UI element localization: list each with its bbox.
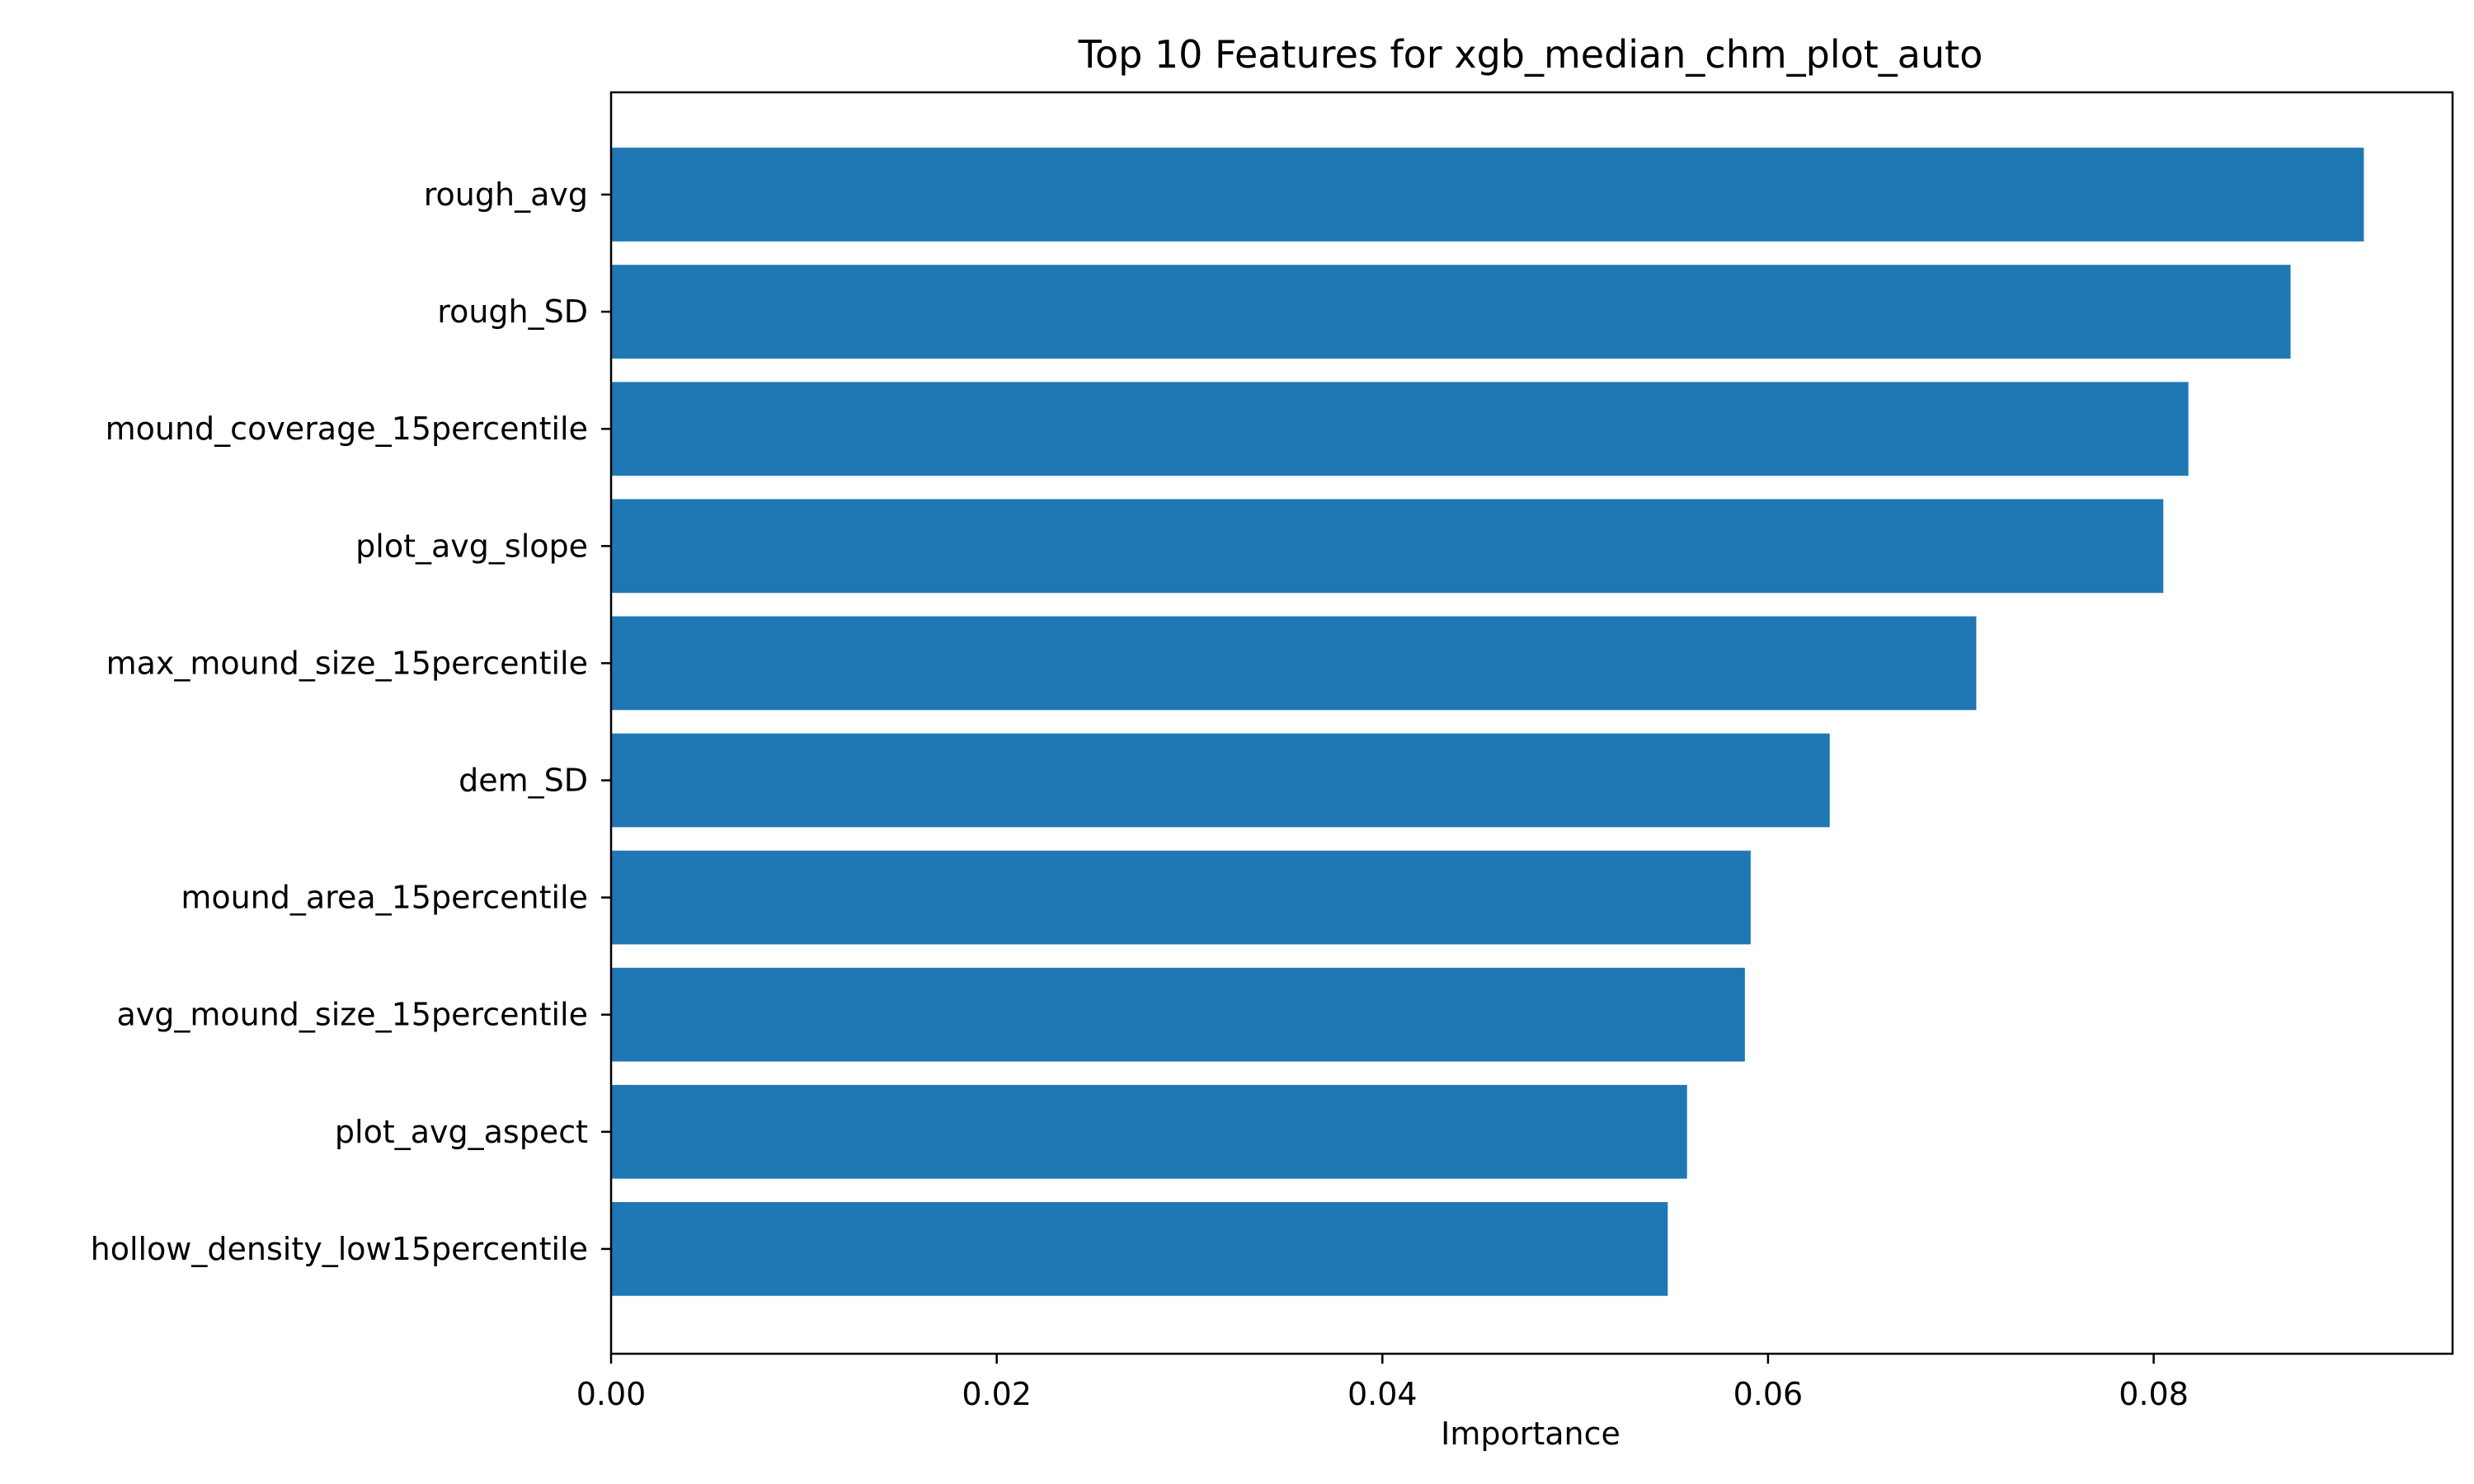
bars-group xyxy=(611,148,2364,1296)
plot-frame xyxy=(609,91,2454,1355)
x-axis-label: Importance xyxy=(1441,1416,1620,1452)
bar-avg_mound_size_15percentile xyxy=(611,967,1745,1062)
bar-rough_avg xyxy=(611,148,2364,242)
bar-mound_coverage_15percentile xyxy=(611,382,2189,477)
bar-rough_SD xyxy=(611,265,2291,359)
y-tick-label: mound_coverage_15percentile xyxy=(106,411,588,447)
y-tick-label: mound_area_15percentile xyxy=(181,880,588,916)
x-tick-label: 0.06 xyxy=(1733,1376,1804,1412)
y-axis-ticks: rough_avg rough_SD mound_coverage_15percen… xyxy=(91,176,611,1267)
x-tick-label: 0.00 xyxy=(576,1376,647,1412)
bar-plot_avg_slope xyxy=(611,499,2164,594)
y-tick-label: plot_avg_aspect xyxy=(335,1114,588,1150)
y-tick-label: hollow_density_low15percentile xyxy=(91,1231,588,1267)
y-tick-label: max_mound_size_15percentile xyxy=(106,645,588,681)
y-tick-label: rough_avg xyxy=(424,176,588,213)
bar-mound_area_15percentile xyxy=(611,850,1751,945)
x-tick-label: 0.04 xyxy=(1348,1376,1418,1412)
bar-dem_SD xyxy=(611,733,1830,828)
bar-plot_avg_aspect xyxy=(611,1084,1687,1179)
y-tick-label: plot_avg_slope xyxy=(355,528,588,564)
chart-title: Top 10 Features for xgb_median_chm_plot_… xyxy=(1078,32,1983,77)
x-tick-label: 0.08 xyxy=(2119,1376,2189,1412)
y-tick-label: dem_SD xyxy=(459,763,588,799)
x-tick-label: 0.02 xyxy=(962,1376,1032,1412)
y-tick-label: avg_mound_size_15percentile xyxy=(116,997,588,1033)
bar-max_mound_size_15percentile xyxy=(611,616,1977,711)
bar-hollow_density_low15percentile xyxy=(611,1202,1668,1296)
y-tick-label: rough_SD xyxy=(437,294,588,330)
x-axis-ticks: 0.00 0.02 0.04 0.06 0.08 xyxy=(576,1354,2189,1412)
